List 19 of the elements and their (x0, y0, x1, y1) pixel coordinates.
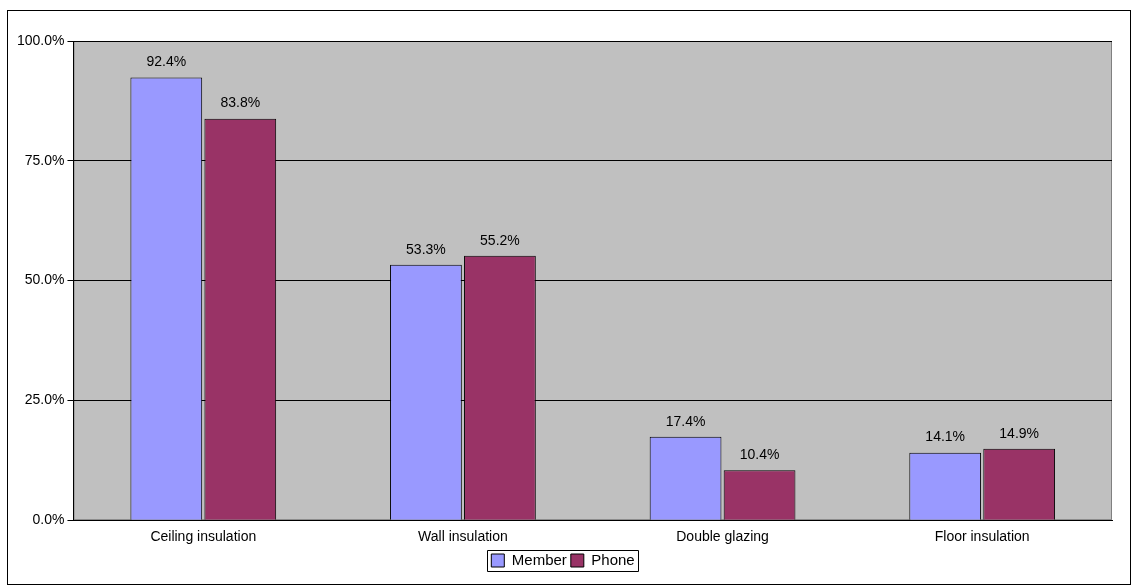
y-tick-label: 75.0% (24, 151, 65, 168)
y-tick-label: 100.0% (17, 31, 65, 48)
x-tick-label: Floor insulation (934, 528, 1030, 545)
x-tick-label: Wall insulation (418, 528, 508, 545)
legend-label: Phone (591, 550, 635, 568)
legend-label: Member (511, 550, 567, 568)
text: 53.3% (406, 240, 446, 257)
text: 55.2% (480, 231, 520, 248)
x-tick-label: Ceiling insulation (150, 528, 257, 545)
text: 10.4% (739, 446, 780, 463)
y-tick-label: 25.0% (24, 391, 65, 408)
text: 17.4% (665, 412, 706, 429)
text: 83.8% (220, 94, 261, 111)
x-tick-label: Double glazing (676, 528, 769, 545)
y-tick-label: 50.0% (24, 271, 65, 288)
text: 14.9% (999, 424, 1040, 441)
text: 92.4% (146, 53, 187, 70)
text: 14.1% (925, 428, 966, 445)
y-tick-label: 0.0% (32, 511, 65, 528)
